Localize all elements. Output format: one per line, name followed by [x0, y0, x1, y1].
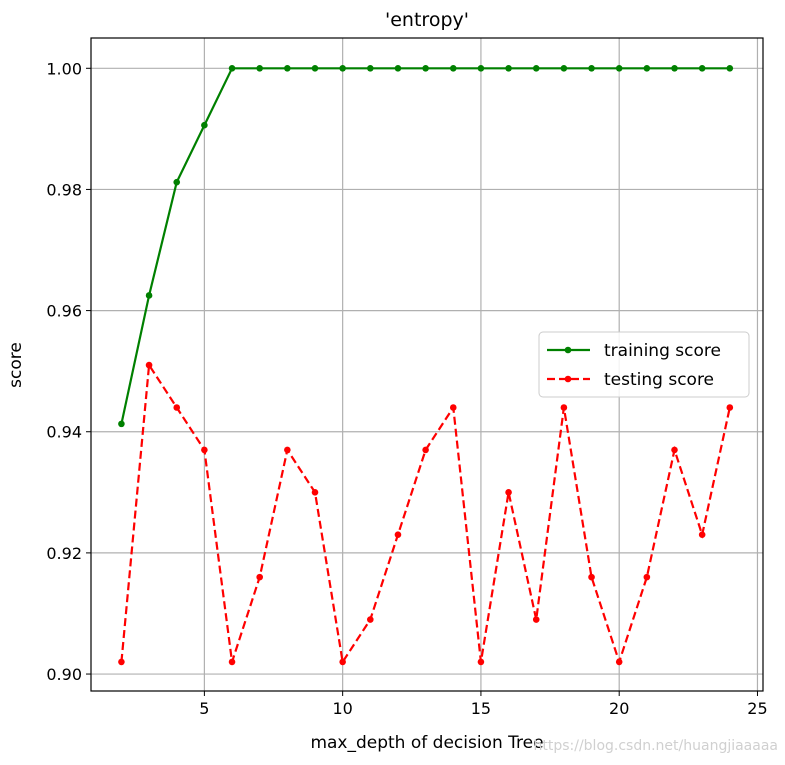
data-point	[615, 64, 623, 72]
data-point	[477, 658, 485, 666]
data-point	[256, 573, 263, 581]
data-point	[339, 658, 346, 666]
legend-box	[538, 331, 750, 398]
data-point	[449, 64, 457, 72]
chart-title: 'entropy'	[385, 9, 469, 31]
x-tick-label: 5	[199, 699, 209, 718]
data-point	[339, 64, 346, 72]
series-line-1	[120, 361, 731, 666]
y-tick-label: 0.98	[46, 180, 82, 199]
x-tick-label: 15	[471, 699, 491, 718]
data-point	[643, 64, 651, 72]
legend-label: training score	[604, 341, 721, 361]
data-point	[588, 64, 595, 72]
data-point	[560, 64, 568, 72]
data-point	[311, 64, 319, 72]
data-point	[532, 616, 540, 623]
data-point	[449, 404, 457, 411]
data-point	[532, 64, 540, 72]
x-tick-label: 10	[332, 699, 352, 718]
data-point	[643, 573, 651, 581]
data-point	[173, 404, 181, 411]
x-axis-label: max_depth of decision Tree	[310, 733, 543, 753]
data-point	[201, 121, 208, 129]
data-point	[394, 64, 402, 72]
x-tick-label: 25	[747, 699, 767, 718]
data-point	[367, 616, 374, 623]
grid	[91, 38, 763, 691]
data-point	[726, 404, 734, 411]
data-point	[671, 64, 678, 72]
data-point	[228, 658, 236, 666]
y-tick-label: 0.92	[46, 544, 82, 563]
data-point	[422, 446, 429, 454]
data-point	[560, 404, 568, 411]
x-tick-label: 20	[609, 699, 629, 718]
data-point	[145, 292, 153, 299]
data-point	[201, 446, 208, 454]
series-group	[118, 64, 734, 666]
data-point	[118, 420, 125, 428]
data-point	[284, 64, 291, 72]
data-point	[698, 531, 706, 539]
ticks: 5 10 15 20 25 0.90 0.92 0.94 0.96 0.98 1.00	[46, 59, 767, 718]
data-point	[118, 658, 125, 666]
legend: training score testing score	[538, 331, 750, 398]
data-point	[422, 64, 429, 72]
data-point	[505, 64, 512, 72]
y-axis-label: score	[6, 342, 26, 388]
data-point	[228, 64, 236, 72]
legend-marker	[564, 346, 572, 354]
y-tick-label: 1.00	[46, 59, 82, 78]
data-point	[284, 446, 291, 454]
data-point	[311, 489, 319, 496]
data-point	[698, 64, 706, 72]
data-point	[477, 64, 485, 72]
y-tick-label: 0.96	[46, 302, 82, 321]
data-point	[394, 531, 402, 539]
data-point	[615, 658, 623, 666]
legend-marker	[564, 375, 572, 383]
plot-frame	[90, 37, 764, 692]
watermark: https://blog.csdn.net/huangjiaaaaa	[533, 738, 778, 754]
data-point	[505, 489, 512, 496]
legend-label: testing score	[604, 370, 714, 390]
data-point	[671, 446, 678, 454]
y-tick-label: 0.94	[46, 423, 82, 442]
data-point	[256, 64, 263, 72]
data-point	[588, 573, 595, 581]
y-tick-label: 0.90	[46, 665, 82, 684]
data-point	[145, 361, 153, 369]
data-point	[367, 64, 374, 72]
data-point	[173, 178, 181, 186]
data-point	[726, 64, 734, 72]
